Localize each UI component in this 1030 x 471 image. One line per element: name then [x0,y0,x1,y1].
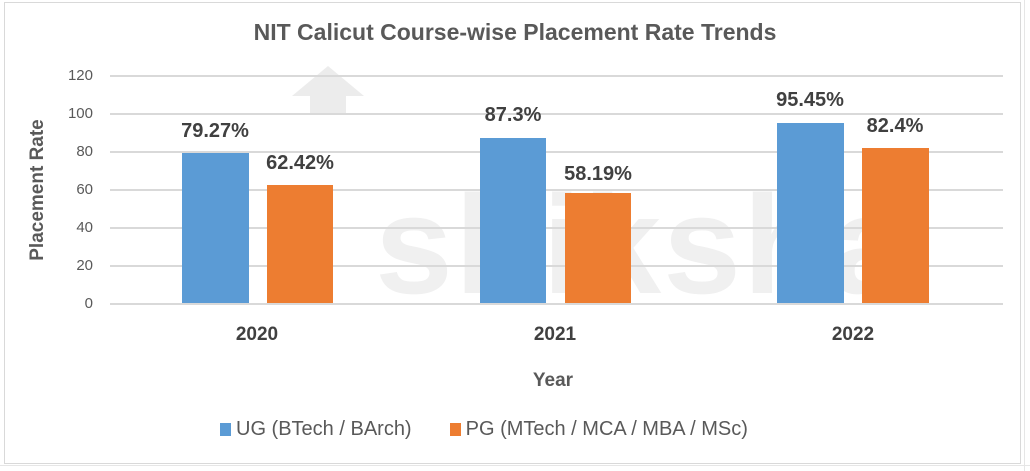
watermark-house-body [310,96,346,114]
y-tick: 80 [76,143,93,160]
bar-pg-2022 [862,148,929,304]
gridline [110,189,1003,191]
x-tick: 2021 [533,324,577,345]
data-label: 95.45% [776,89,844,111]
y-tick: 60 [76,181,93,198]
bar-ug-2022 [777,123,844,304]
legend-item-ug[interactable]: UG (BTech / BArch) [220,418,412,441]
y-tick: 100 [67,105,93,122]
x-axis-label: Year [532,370,574,391]
bar-pg-2020 [267,185,333,304]
data-label: 79.27% [181,120,249,142]
y-tick: 20 [76,257,93,274]
gridline [110,265,1003,267]
gridline [110,75,1003,77]
x-tick: 2020 [235,324,279,345]
y-tick: 40 [76,219,93,236]
data-label: 58.19% [564,163,632,185]
y-axis-label: Placement Rate [27,119,48,261]
legend-label-pg: PG (MTech / MCA / MBA / MSc) [465,418,748,440]
data-label: 62.42% [266,152,334,174]
chart-title: NIT Calicut Course-wise Placement Rate T… [253,19,777,45]
legend-swatch-ug [220,423,231,436]
bar-pg-2021 [565,193,631,304]
frame-edge-bottom [0,465,1030,466]
bar-ug-2020 [182,153,249,304]
legend-label-ug: UG (BTech / BArch) [236,418,412,440]
gridline [110,227,1003,229]
legend-item-pg[interactable]: PG (MTech / MCA / MBA / MSc) [449,418,748,441]
gridline [110,151,1003,153]
frame-edge-right [1024,0,1025,471]
x-tick: 2022 [831,324,875,345]
legend-swatch-pg [449,423,461,436]
data-label: 87.3% [484,104,542,126]
bar-ug-2021 [480,138,546,304]
watermark-house-icon [292,66,364,96]
y-tick: 120 [67,67,93,84]
data-label: 82.4% [866,115,924,137]
x-axis-baseline [110,303,1003,305]
y-tick: 0 [84,295,93,312]
legend: UG (BTech / BArch) PG (MTech / MCA / MBA… [220,418,786,441]
gridline [110,113,1003,115]
